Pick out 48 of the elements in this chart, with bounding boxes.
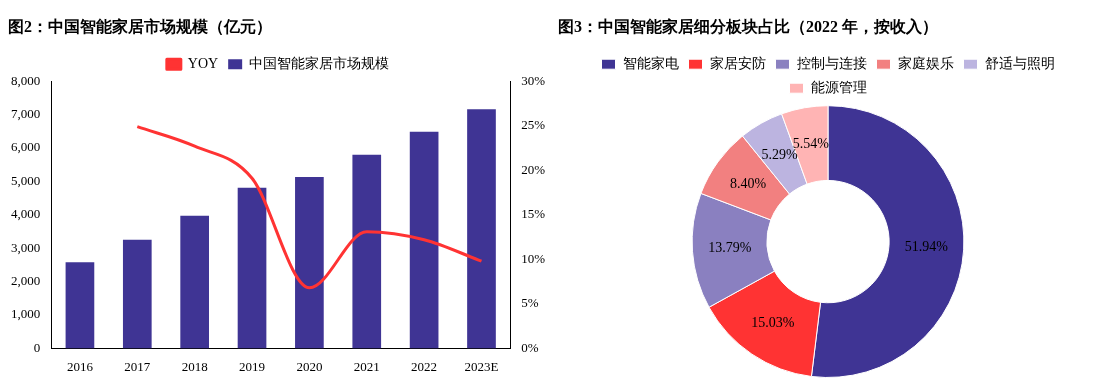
legend-label: 家庭娱乐 — [897, 55, 954, 71]
bar — [352, 154, 382, 349]
y-tick-label: 6,000 — [11, 139, 41, 155]
bar — [65, 262, 95, 349]
x-tick-label: 2017 — [124, 358, 151, 374]
y-tick-label: 7,000 — [11, 106, 41, 122]
line-series — [135, 125, 483, 290]
y-tick-label: 1,000 — [11, 306, 41, 322]
data-label: 51.94% — [904, 239, 949, 255]
data-label: 15.03% — [751, 314, 795, 330]
legend-label: 控制与连接 — [796, 55, 867, 71]
bar — [180, 215, 209, 349]
x-tick-label: 2023E — [464, 358, 499, 374]
y2-tick-label: 0% — [521, 339, 539, 355]
y2-tick-label: 15% — [521, 206, 546, 222]
x-tick-label: 2020 — [296, 358, 323, 374]
legend-label: 舒适与照明 — [984, 55, 1055, 71]
chart-title: 图2：中国智能家居市场规模（亿元） — [8, 16, 272, 36]
y2-tick-label: 25% — [521, 117, 546, 133]
y-tick-label: 5,000 — [11, 172, 41, 188]
y2-tick-label: 5% — [521, 295, 539, 311]
x-tick-label: 2021 — [353, 358, 380, 374]
data-label: 8.40% — [730, 175, 767, 191]
y2-tick-label: 30% — [521, 72, 546, 88]
y-tick-label: 0 — [33, 339, 41, 355]
bar — [409, 131, 439, 349]
y-tick-label: 8,000 — [11, 72, 41, 88]
data-label: 5.29% — [761, 147, 798, 163]
bar — [467, 109, 496, 349]
chart-title: 图3：中国智能家居细分板块占比（2022 年，按收入） — [558, 16, 938, 36]
x-tick-label: 2022 — [411, 358, 438, 374]
legend-label: YOY — [187, 55, 219, 71]
bar — [295, 177, 324, 349]
bar — [237, 187, 267, 349]
y2-tick-label: 20% — [521, 161, 546, 177]
x-tick-label: 2018 — [181, 358, 208, 374]
y-tick-label: 3,000 — [11, 239, 41, 255]
legend-label: 中国智能家居市场规模 — [249, 55, 390, 71]
legend-label: 能源管理 — [810, 79, 867, 95]
x-tick-label: 2019 — [239, 358, 266, 374]
y-tick-label: 4,000 — [11, 206, 41, 222]
legend-label: 家居安防 — [709, 55, 766, 71]
legend-label: 智能家电 — [622, 55, 679, 71]
y2-tick-label: 10% — [521, 250, 546, 266]
x-tick-label: 2016 — [66, 358, 94, 374]
data-label: 13.79% — [708, 240, 752, 256]
y-tick-label: 2,000 — [11, 273, 41, 289]
bar — [122, 239, 152, 349]
